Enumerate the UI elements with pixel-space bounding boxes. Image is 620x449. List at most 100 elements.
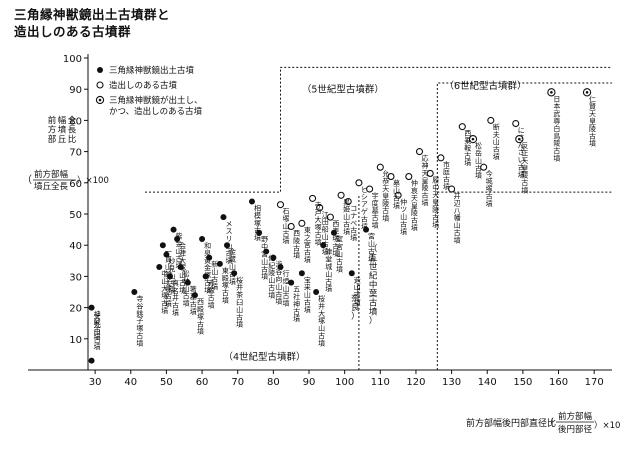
svg-text:コ: コ [350, 205, 357, 213]
x-tick-label: 110 [371, 377, 390, 388]
svg-text:墳: 墳 [168, 286, 175, 295]
point-filled [320, 242, 327, 249]
svg-text:真: 真 [172, 278, 179, 287]
svg-text:墳: 墳 [518, 170, 525, 179]
svg-text:和: 和 [204, 241, 211, 250]
svg-text:墳: 墳 [553, 154, 560, 163]
point-open [309, 194, 317, 202]
svg-text:山: 山 [211, 267, 218, 276]
y-ratio-multiplier: ）×100 [77, 175, 109, 186]
svg-text:古: 古 [94, 335, 101, 344]
svg-text:黒: 黒 [343, 198, 350, 206]
svg-text:神: 神 [422, 161, 429, 170]
svg-text:古: 古 [411, 216, 418, 225]
svg-text:古: 古 [400, 219, 407, 228]
x-tick-label: 140 [478, 377, 497, 388]
svg-text:一: 一 [165, 248, 172, 256]
x-tick-label: 30 [89, 377, 102, 388]
svg-text:陵: 陵 [422, 183, 429, 192]
svg-text:陵: 陵 [553, 139, 560, 148]
svg-text:墳: 墳 [293, 314, 300, 323]
svg-text:井: 井 [454, 191, 461, 200]
svg-text:燈: 燈 [282, 276, 289, 285]
svg-text:古: 古 [368, 246, 375, 255]
svg-text:墳: 墳 [411, 223, 418, 232]
svg-text:臼: 臼 [236, 297, 243, 306]
svg-text:古: 古 [354, 290, 361, 299]
svg-text:城: 城 [325, 263, 332, 271]
svg-text:山: 山 [268, 276, 275, 285]
svg-text:山: 山 [225, 241, 232, 250]
svg-text:墳: 墳 [229, 277, 236, 286]
x-tick-label: 90 [303, 377, 316, 388]
point-open [326, 213, 334, 221]
svg-text:古: 古 [332, 241, 339, 250]
svg-text:古: 古 [443, 175, 450, 184]
svg-text:山: 山 [236, 305, 243, 314]
point-double-core [585, 91, 589, 94]
point-open [426, 169, 434, 177]
svg-text:古: 古 [254, 226, 261, 235]
svg-text:日: 日 [553, 95, 560, 103]
svg-text:墳: 墳 [268, 290, 275, 299]
svg-text:に: に [518, 127, 525, 135]
point-filled [156, 264, 163, 271]
svg-text:墳: 墳 [443, 182, 450, 191]
svg-text:墳: 墳 [275, 297, 282, 306]
svg-text:天: 天 [589, 110, 596, 118]
svg-text:墳: 墳 [293, 251, 300, 260]
point-filled [224, 242, 231, 249]
svg-text:古: 古 [464, 151, 471, 160]
point-filled [248, 198, 255, 205]
svg-text:山: 山 [318, 324, 325, 333]
point-filled [131, 289, 138, 295]
svg-text:陵: 陵 [268, 268, 275, 277]
svg-text:反: 反 [521, 141, 528, 150]
svg-text:ざ: ざ [518, 148, 525, 157]
svg-text:黄: 黄 [204, 256, 211, 265]
svg-text:五: 五 [369, 253, 378, 263]
svg-text:古: 古 [382, 206, 389, 215]
svg-text:塚: 塚 [254, 218, 261, 227]
svg-text:之: 之 [304, 233, 311, 242]
svg-text:古: 古 [168, 279, 175, 288]
svg-text:ア: ア [361, 201, 368, 209]
svg-text:古: 古 [275, 289, 282, 298]
svg-text:部: 部 [48, 134, 57, 145]
svg-text:辺: 辺 [454, 199, 461, 207]
point-filled [256, 229, 263, 236]
point-filled [166, 273, 173, 280]
svg-text:古: 古 [293, 307, 300, 316]
svg-text:松: 松 [183, 269, 190, 278]
svg-text:塚: 塚 [179, 263, 186, 272]
svg-text:今: 今 [486, 169, 493, 178]
svg-text:良: 良 [351, 302, 360, 313]
svg-text:西: 西 [197, 298, 204, 306]
svg-text:金: 金 [176, 239, 183, 248]
point-open [458, 123, 466, 131]
svg-text:庭: 庭 [443, 167, 450, 176]
point-double-core [471, 137, 475, 141]
svg-text:墳: 墳 [204, 285, 211, 294]
svg-text:武: 武 [553, 109, 560, 118]
svg-text:神: 神 [94, 310, 101, 319]
svg-text:メ: メ [225, 220, 232, 228]
svg-text:山: 山 [393, 186, 400, 195]
x-ratio-paren-open: （ [544, 417, 554, 429]
svg-text:塚: 塚 [486, 184, 493, 193]
svg-text:銚: 銚 [165, 269, 172, 278]
x-tick-label: 160 [549, 377, 568, 388]
